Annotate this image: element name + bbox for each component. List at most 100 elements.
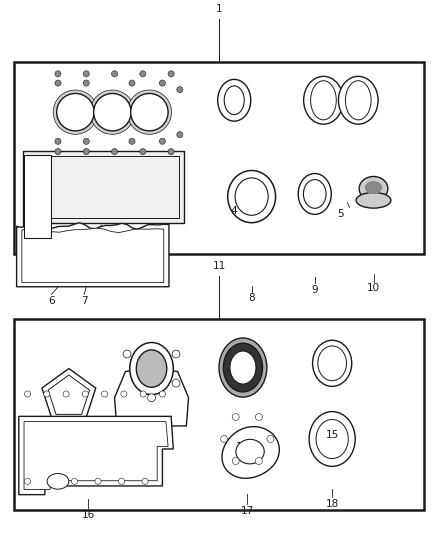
PathPatch shape xyxy=(236,439,264,464)
Text: 18: 18 xyxy=(325,499,339,509)
Ellipse shape xyxy=(255,414,262,421)
Ellipse shape xyxy=(129,138,135,144)
Ellipse shape xyxy=(177,87,183,93)
Text: 4: 4 xyxy=(231,206,237,216)
Ellipse shape xyxy=(129,80,135,86)
Ellipse shape xyxy=(83,80,89,86)
Ellipse shape xyxy=(55,138,61,144)
Ellipse shape xyxy=(118,478,124,484)
Ellipse shape xyxy=(218,79,251,121)
Ellipse shape xyxy=(159,391,166,397)
Ellipse shape xyxy=(172,379,180,387)
Ellipse shape xyxy=(127,90,172,134)
Ellipse shape xyxy=(48,478,54,484)
Text: 17: 17 xyxy=(240,506,254,516)
Ellipse shape xyxy=(131,93,168,131)
PathPatch shape xyxy=(48,375,89,414)
Ellipse shape xyxy=(221,435,228,442)
Ellipse shape xyxy=(44,391,50,397)
Ellipse shape xyxy=(346,80,371,120)
Ellipse shape xyxy=(318,346,346,381)
Text: 3: 3 xyxy=(92,235,98,245)
Ellipse shape xyxy=(267,435,274,442)
Ellipse shape xyxy=(168,149,174,155)
Ellipse shape xyxy=(102,391,108,397)
Ellipse shape xyxy=(130,343,173,395)
Ellipse shape xyxy=(228,171,276,223)
Ellipse shape xyxy=(82,391,88,397)
Bar xyxy=(14,62,424,254)
Ellipse shape xyxy=(123,350,131,358)
Ellipse shape xyxy=(223,343,262,392)
Ellipse shape xyxy=(316,419,348,458)
Ellipse shape xyxy=(235,178,268,215)
Ellipse shape xyxy=(172,350,180,358)
Bar xyxy=(14,319,424,511)
Ellipse shape xyxy=(55,71,61,77)
Ellipse shape xyxy=(140,149,146,155)
Ellipse shape xyxy=(255,457,262,464)
Text: 1: 1 xyxy=(215,4,223,14)
Text: 5: 5 xyxy=(338,209,344,219)
Text: 12: 12 xyxy=(62,442,75,452)
Ellipse shape xyxy=(230,351,256,384)
Text: 7: 7 xyxy=(81,296,88,306)
Ellipse shape xyxy=(232,457,239,464)
Ellipse shape xyxy=(148,394,155,402)
Text: 2: 2 xyxy=(50,235,57,245)
Ellipse shape xyxy=(55,149,61,155)
Ellipse shape xyxy=(94,93,131,131)
Text: 10: 10 xyxy=(367,283,380,293)
PathPatch shape xyxy=(22,228,164,282)
Ellipse shape xyxy=(339,76,378,124)
Ellipse shape xyxy=(159,138,166,144)
Ellipse shape xyxy=(356,192,391,208)
Ellipse shape xyxy=(313,340,352,386)
Ellipse shape xyxy=(298,174,331,214)
PathPatch shape xyxy=(28,156,179,233)
Text: 8: 8 xyxy=(248,293,255,303)
Ellipse shape xyxy=(90,90,134,134)
Ellipse shape xyxy=(232,414,239,421)
Ellipse shape xyxy=(365,181,382,194)
Text: 11: 11 xyxy=(212,261,226,271)
Ellipse shape xyxy=(140,71,146,77)
Ellipse shape xyxy=(159,80,166,86)
PathPatch shape xyxy=(42,368,96,419)
Ellipse shape xyxy=(359,176,388,201)
PathPatch shape xyxy=(17,223,169,287)
Ellipse shape xyxy=(309,411,355,466)
Ellipse shape xyxy=(140,391,146,397)
PathPatch shape xyxy=(19,416,173,495)
Ellipse shape xyxy=(121,391,127,397)
Ellipse shape xyxy=(25,391,31,397)
Text: 15: 15 xyxy=(325,430,339,440)
Ellipse shape xyxy=(47,473,69,489)
Ellipse shape xyxy=(168,71,174,77)
Text: 14: 14 xyxy=(237,442,250,452)
Ellipse shape xyxy=(53,90,98,134)
PathPatch shape xyxy=(222,427,279,478)
Ellipse shape xyxy=(63,391,69,397)
Text: 13: 13 xyxy=(145,446,158,456)
Ellipse shape xyxy=(71,478,78,484)
Ellipse shape xyxy=(25,478,31,484)
Ellipse shape xyxy=(112,149,117,155)
Ellipse shape xyxy=(304,180,326,208)
Ellipse shape xyxy=(136,350,167,387)
Bar xyxy=(25,156,50,238)
Ellipse shape xyxy=(219,338,267,397)
Ellipse shape xyxy=(304,76,343,124)
Ellipse shape xyxy=(57,93,94,131)
Ellipse shape xyxy=(95,478,101,484)
PathPatch shape xyxy=(24,422,168,489)
Text: 6: 6 xyxy=(48,296,55,306)
Ellipse shape xyxy=(112,71,117,77)
Ellipse shape xyxy=(142,478,148,484)
Text: 9: 9 xyxy=(311,285,318,295)
Ellipse shape xyxy=(83,149,89,155)
Ellipse shape xyxy=(224,86,244,115)
Ellipse shape xyxy=(83,138,89,144)
Ellipse shape xyxy=(55,80,61,86)
PathPatch shape xyxy=(115,367,188,426)
